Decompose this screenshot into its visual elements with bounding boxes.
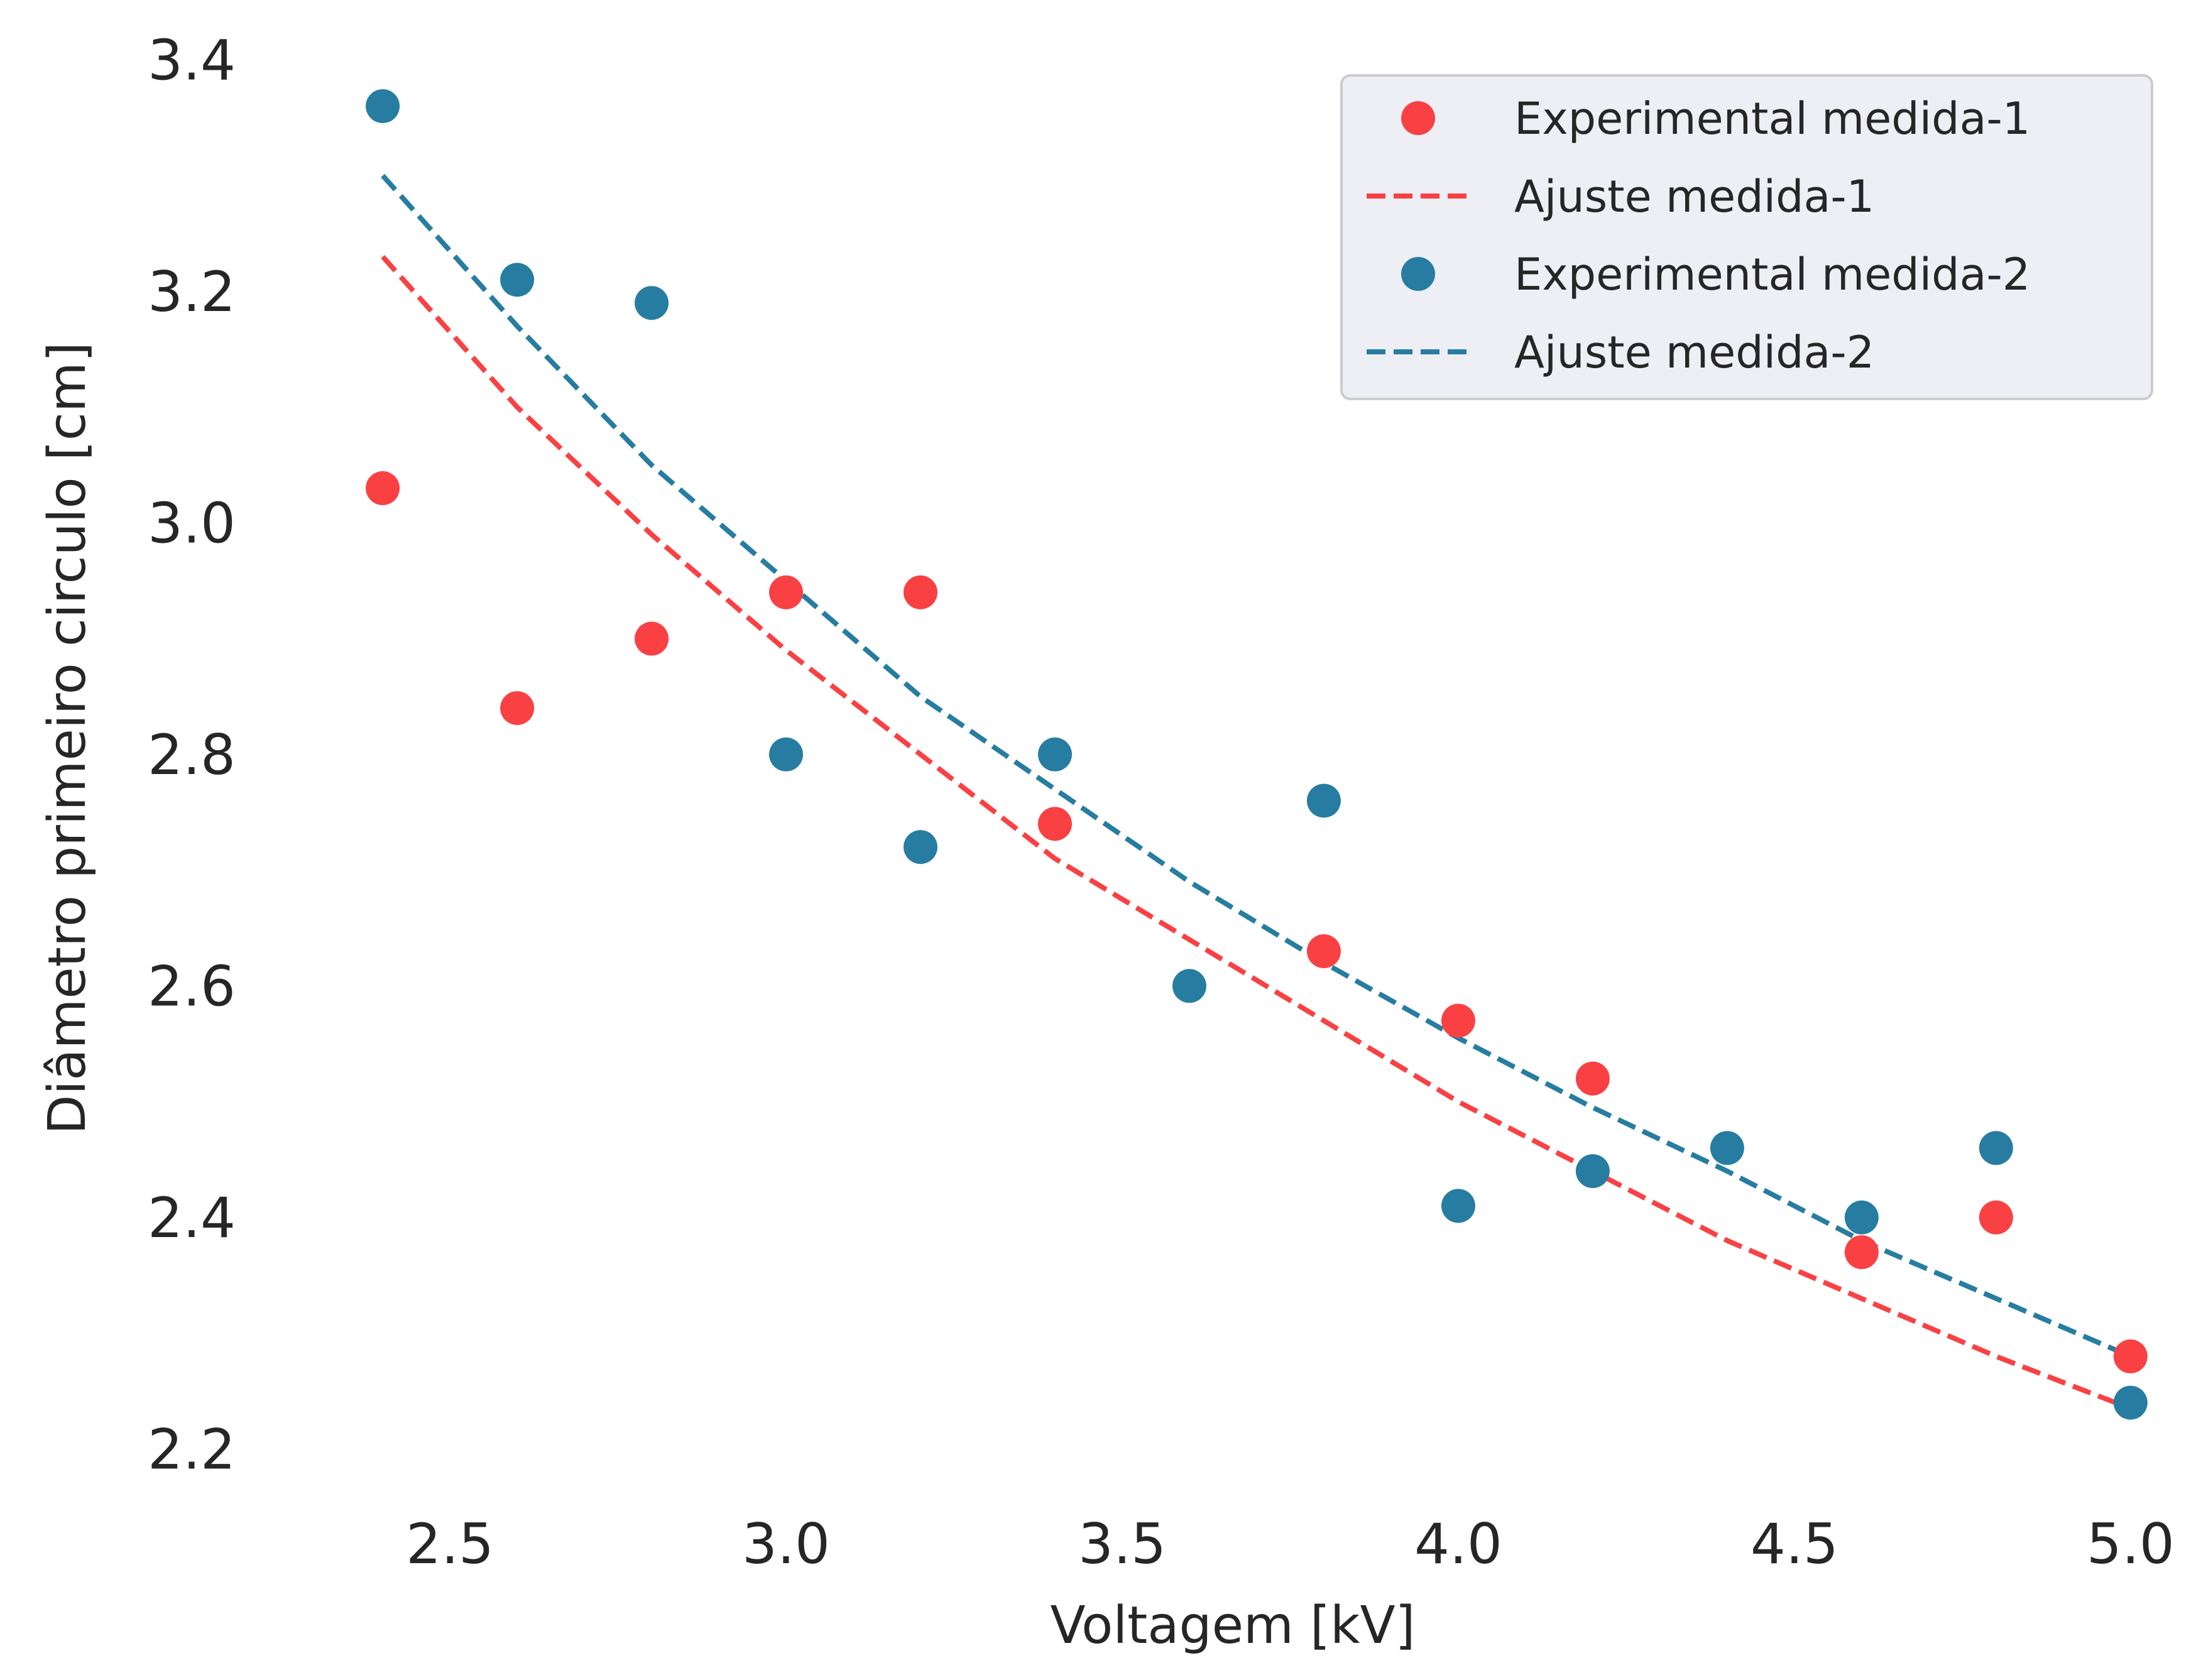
legend-label: Experimental medida-2 bbox=[1514, 249, 2030, 300]
data-point bbox=[1306, 783, 1341, 818]
legend-marker bbox=[1401, 257, 1435, 291]
y-tick-label: 2.6 bbox=[148, 954, 236, 1018]
data-point bbox=[1979, 1200, 2013, 1235]
x-tick-label: 3.5 bbox=[1078, 1512, 1166, 1576]
y-tick-label: 3.0 bbox=[148, 491, 236, 555]
x-tick-label: 4.0 bbox=[1414, 1512, 1502, 1576]
fit-line-ajuste-medida-2 bbox=[381, 173, 2132, 1359]
data-point bbox=[366, 471, 400, 506]
y-tick-labels: 2.2 2.4 2.6 2.8 3.0 3.2 3.4 bbox=[148, 28, 236, 1481]
fit-line-ajuste-medida-1 bbox=[381, 254, 2132, 1411]
legend: Experimental medida-1 Ajuste medida-1 Expe… bbox=[1340, 74, 2153, 400]
data-point bbox=[1710, 1131, 1744, 1165]
data-point bbox=[635, 621, 669, 656]
y-tick-label: 3.4 bbox=[148, 28, 236, 92]
data-point bbox=[1037, 737, 1072, 772]
legend-label: Ajuste medida-2 bbox=[1514, 327, 1874, 378]
legend-items: Experimental medida-1 Ajuste medida-1 Expe… bbox=[1367, 93, 2030, 378]
y-axis-label: Diâmetro primeiro circulo [cm] bbox=[38, 342, 97, 1134]
series-experimental-medida-2 bbox=[366, 89, 2148, 1420]
data-point bbox=[904, 830, 937, 865]
x-tick-label: 4.5 bbox=[1751, 1512, 1838, 1576]
x-axis-label: Voltagem [kV] bbox=[1050, 1596, 1415, 1655]
data-point bbox=[1575, 1154, 1610, 1189]
data-point bbox=[1979, 1131, 2013, 1165]
data-point bbox=[1037, 807, 1072, 841]
data-point bbox=[2113, 1385, 2148, 1420]
y-tick-label: 2.2 bbox=[148, 1417, 236, 1481]
data-point bbox=[1844, 1235, 1879, 1270]
legend-marker bbox=[1401, 101, 1435, 135]
data-point bbox=[1441, 1003, 1475, 1038]
x-tick-label: 5.0 bbox=[2087, 1512, 2175, 1576]
data-point bbox=[500, 263, 535, 297]
x-tick-labels: 2.5 3.0 3.5 4.0 4.5 5.0 bbox=[406, 1512, 2175, 1576]
data-point bbox=[366, 89, 400, 123]
x-tick-label: 2.5 bbox=[406, 1512, 494, 1576]
legend-box bbox=[1340, 74, 2153, 400]
legend-label: Experimental medida-1 bbox=[1514, 93, 2030, 145]
y-tick-label: 2.8 bbox=[148, 723, 236, 787]
y-tick-label: 3.2 bbox=[148, 259, 236, 324]
data-point bbox=[1306, 934, 1341, 969]
data-point bbox=[904, 575, 937, 609]
data-point bbox=[769, 737, 804, 772]
data-point bbox=[500, 691, 535, 726]
series-experimental-medida-1 bbox=[366, 471, 2148, 1373]
data-point bbox=[1575, 1061, 1610, 1096]
legend-label: Ajuste medida-1 bbox=[1514, 171, 1874, 222]
data-point bbox=[635, 286, 669, 320]
data-point bbox=[1844, 1200, 1879, 1235]
y-tick-label: 2.4 bbox=[148, 1186, 236, 1250]
data-point bbox=[1441, 1189, 1475, 1223]
series-layer bbox=[366, 89, 2148, 1420]
data-point bbox=[1172, 969, 1206, 1003]
data-point bbox=[2113, 1339, 2148, 1373]
data-point bbox=[769, 575, 804, 609]
x-tick-label: 3.0 bbox=[742, 1512, 830, 1576]
